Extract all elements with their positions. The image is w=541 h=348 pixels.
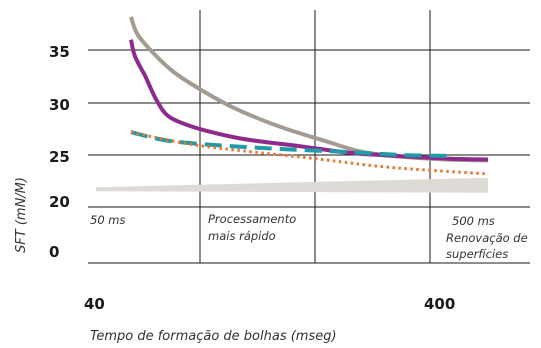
x-tick-label: 40	[84, 295, 105, 313]
band-layer	[96, 177, 488, 193]
annotation-a1: 50 ms	[90, 213, 125, 227]
annotation-a3: superfícies	[446, 247, 508, 261]
series-band	[96, 177, 488, 193]
annotations: 50 ms Processamento mais rápido 500 ms Renov…	[90, 212, 528, 261]
annotation-a3: Renovação de	[446, 231, 528, 245]
series-layer	[129, 16, 489, 176]
x-axis-label: Tempo de formação de bolhas (mseg)	[90, 329, 337, 344]
tick-labels: 35 30 25 20 0 40 400	[49, 43, 455, 313]
annotation-a3: 500 ms	[452, 214, 495, 228]
y-tick-label: 30	[49, 96, 70, 114]
x-tick-label: 400	[424, 295, 455, 313]
annotation-a2: Processamento	[208, 212, 296, 226]
series-line-solid-0	[129, 16, 489, 163]
series-line-dotted-3	[130, 130, 489, 176]
y-tick-label: 0	[49, 243, 59, 261]
y-tick-label: 35	[49, 43, 70, 61]
y-tick-label: 25	[49, 148, 70, 166]
annotation-a2: mais rápido	[208, 229, 276, 243]
y-axis-label: SFT (mN/M)	[14, 177, 29, 253]
y-tick-label: 20	[49, 193, 70, 211]
series-line-dashed-2	[130, 130, 447, 158]
grid-lines	[88, 10, 530, 264]
